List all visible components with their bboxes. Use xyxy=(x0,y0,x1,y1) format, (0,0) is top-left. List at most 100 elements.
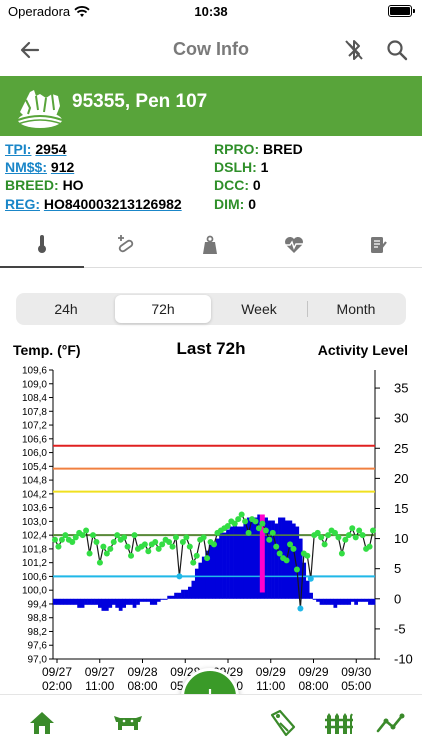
activity-bar xyxy=(84,598,88,605)
activity-bar xyxy=(115,598,120,608)
notes-icon xyxy=(371,237,387,253)
temperature-point xyxy=(273,543,280,550)
activity-bar xyxy=(156,598,161,602)
activity-bar xyxy=(250,520,255,599)
activity-bar xyxy=(336,598,341,605)
info-tpi[interactable]: TPI: 2954 xyxy=(5,141,67,160)
temperature-point xyxy=(93,539,100,546)
activity-bar xyxy=(267,520,272,599)
activity-bar xyxy=(146,598,151,602)
activity-bar xyxy=(309,592,313,599)
x-tick-label: 09/30 xyxy=(341,665,371,679)
activity-bar xyxy=(323,598,327,605)
info-nm[interactable]: NM$$: 912 xyxy=(5,159,74,178)
chart-title: Last 72h xyxy=(176,339,246,358)
nav-home[interactable] xyxy=(26,709,58,737)
wifi-icon xyxy=(74,5,90,17)
right-tick-label: -10 xyxy=(394,652,413,667)
temperature-point xyxy=(72,534,79,541)
activity-bar xyxy=(371,598,376,605)
temperature-point xyxy=(96,559,103,566)
tab-medication[interactable] xyxy=(84,222,168,268)
activity-bar xyxy=(233,523,237,599)
temperature-point xyxy=(255,525,262,532)
temperature-point xyxy=(352,534,359,541)
period-24h[interactable]: 24h xyxy=(54,301,78,317)
page-title: Cow Info xyxy=(173,39,249,59)
info-reg[interactable]: REG: HO840003213126982 xyxy=(5,196,182,215)
temperature-point xyxy=(90,532,97,539)
info-key: DIM: xyxy=(214,196,245,212)
x-tick-label: 08:00 xyxy=(127,679,157,692)
right-tick-label: 20 xyxy=(394,471,408,486)
left-tick-label: 108,4 xyxy=(22,393,47,404)
tab-heartbeat[interactable] xyxy=(252,222,336,268)
temperature-activity-chart[interactable]: 109,6 109,0 108,4 107,8 107,2 106,6 106,0 105,4… xyxy=(0,362,422,693)
temperature-point xyxy=(345,532,352,539)
period-month[interactable]: Month xyxy=(336,301,376,317)
activity-bar xyxy=(198,562,203,599)
activity-bar xyxy=(361,598,365,602)
right-tick-label: 5 xyxy=(394,561,401,576)
temperature-point xyxy=(179,539,186,546)
temperature-point xyxy=(356,527,363,534)
status-bar: Operadora 10:38 xyxy=(0,0,422,24)
activity-bar xyxy=(316,598,320,602)
tab-notes[interactable] xyxy=(336,222,420,268)
activity-bar xyxy=(326,598,331,605)
info-value: HO xyxy=(62,177,84,193)
temperature-point xyxy=(242,518,249,525)
nav-pens[interactable] xyxy=(323,709,355,737)
temperature-point xyxy=(342,536,349,543)
temperature-point xyxy=(69,539,76,546)
activity-bar xyxy=(181,589,185,599)
activity-bar xyxy=(132,598,137,608)
search-icon[interactable] xyxy=(385,38,409,62)
tab-weight[interactable] xyxy=(168,222,252,268)
activity-bar xyxy=(122,598,127,608)
temperature-point xyxy=(107,545,114,552)
activity-bar xyxy=(219,532,223,599)
activity-bar xyxy=(357,598,362,602)
activity-bar xyxy=(73,598,78,605)
temperature-point xyxy=(58,536,65,543)
tab-temperature[interactable] xyxy=(0,222,84,268)
temperature-point xyxy=(245,529,252,536)
activity-bar xyxy=(136,598,140,605)
nav-tags[interactable] xyxy=(266,709,298,737)
left-tick-label: 97,0 xyxy=(28,655,48,666)
activity-bar xyxy=(239,526,244,599)
activity-bar xyxy=(208,544,213,599)
back-arrow-icon[interactable] xyxy=(18,38,42,62)
right-tick-label: 30 xyxy=(394,411,408,426)
left-tick-label: 98,8 xyxy=(28,613,48,624)
temperature-point xyxy=(262,527,269,534)
nav-bar: Cow Info xyxy=(0,24,422,76)
period-week[interactable]: Week xyxy=(241,301,277,317)
bluetooth-disabled-icon[interactable] xyxy=(343,37,365,63)
temperature-point xyxy=(331,529,338,536)
temperature-point xyxy=(318,534,325,541)
tag-icon xyxy=(270,709,296,737)
temperature-point xyxy=(141,541,148,548)
nav-herd[interactable] xyxy=(108,709,148,737)
activity-bar xyxy=(288,520,293,599)
cow-logo-icon xyxy=(17,90,63,128)
activity-axis-label: Activity Level xyxy=(317,342,408,358)
activity-bar xyxy=(160,598,165,600)
temperature-point xyxy=(204,555,211,562)
event-marker xyxy=(259,514,265,593)
carrier-group: Operadora xyxy=(8,4,90,19)
left-tick-label: 107,2 xyxy=(22,421,47,432)
activity-bar xyxy=(118,598,123,611)
nav-reports[interactable] xyxy=(376,709,408,737)
period-72h[interactable]: 72h xyxy=(115,295,211,323)
temperature-point xyxy=(100,543,107,550)
activity-bar xyxy=(125,598,130,605)
temperature-point xyxy=(103,550,110,557)
activity-bar xyxy=(167,595,172,599)
temperature-point xyxy=(283,557,290,564)
left-tick-label: 103,6 xyxy=(22,503,47,514)
temperature-point xyxy=(152,539,159,546)
left-tick-label: 98,2 xyxy=(28,627,48,638)
